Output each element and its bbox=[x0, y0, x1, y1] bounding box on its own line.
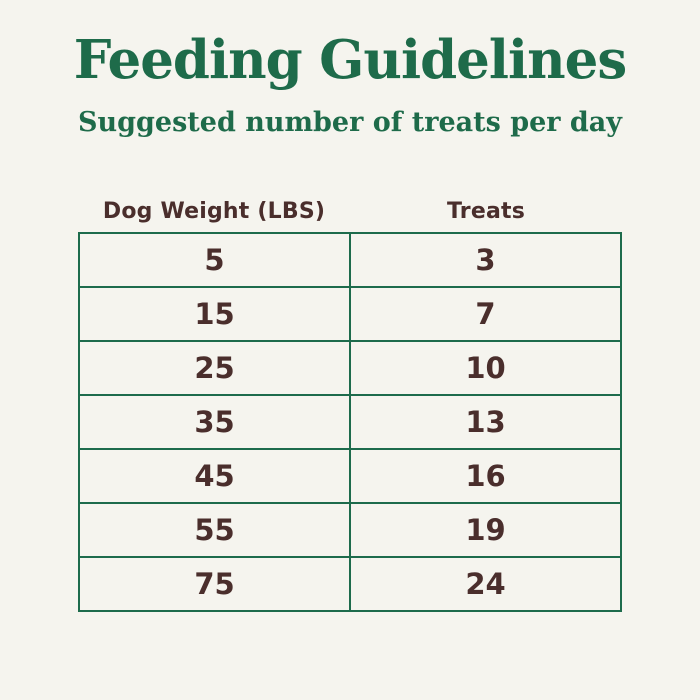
page-title: Feeding Guidelines bbox=[73, 29, 627, 91]
treats-cell: 3 bbox=[349, 232, 622, 289]
table-row: 35 13 bbox=[78, 394, 622, 451]
column-header-dog-weight: Dog Weight (LBS) bbox=[102, 199, 326, 225]
treats-cell: 24 bbox=[349, 556, 622, 613]
treats-cell: 16 bbox=[349, 448, 622, 505]
weight-cell: 75 bbox=[78, 556, 351, 613]
table-column-headers: Dog Weight (LBS) Treats bbox=[78, 199, 622, 224]
table-row: 15 7 bbox=[78, 286, 622, 343]
treats-cell: 7 bbox=[349, 286, 622, 343]
feeding-table: 5 3 15 7 25 10 35 13 45 16 55 19 bbox=[78, 232, 622, 613]
page-subtitle: Suggested number of treats per day bbox=[78, 106, 622, 138]
weight-cell: 5 bbox=[78, 232, 351, 289]
treats-cell: 10 bbox=[349, 340, 622, 397]
weight-cell: 35 bbox=[78, 394, 351, 451]
weight-cell: 15 bbox=[78, 286, 351, 343]
table-row: 55 19 bbox=[78, 502, 622, 559]
feeding-guidelines-poster: Feeding Guidelines Suggested number of t… bbox=[0, 30, 700, 700]
column-header-treats: Treats bbox=[446, 199, 526, 225]
treats-cell: 13 bbox=[349, 394, 622, 451]
weight-cell: 45 bbox=[78, 448, 351, 505]
weight-cell: 55 bbox=[78, 502, 351, 559]
table-row: 25 10 bbox=[78, 340, 622, 397]
weight-cell: 25 bbox=[78, 340, 351, 397]
table-row: 5 3 bbox=[78, 232, 622, 289]
treats-cell: 19 bbox=[349, 502, 622, 559]
table-row: 45 16 bbox=[78, 448, 622, 505]
table-row: 75 24 bbox=[78, 556, 622, 613]
